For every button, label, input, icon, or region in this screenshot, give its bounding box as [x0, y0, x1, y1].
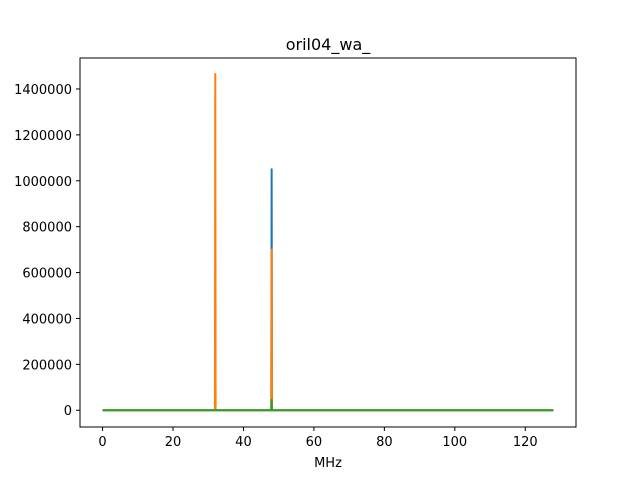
- x-tick-label: 80: [376, 435, 393, 450]
- y-tick-label: 600000: [22, 267, 72, 282]
- x-axis: 0 20 40 60 80 100 120: [98, 427, 538, 450]
- series-layer: [102, 73, 554, 412]
- x-tick-label: 100: [442, 435, 467, 450]
- x-tick-label: 120: [513, 435, 538, 450]
- y-tick-label: 1400000: [14, 83, 72, 98]
- x-axis-label: MHz: [314, 456, 342, 471]
- y-tick-label: 200000: [22, 358, 72, 373]
- series-line-3: [102, 398, 554, 412]
- y-tick-label: 1000000: [14, 175, 72, 190]
- plot-frame: [79, 57, 577, 428]
- y-tick-label: 800000: [22, 221, 72, 236]
- chart-title: oril04_wa_: [286, 35, 372, 55]
- plot-area: [79, 57, 577, 428]
- y-tick-label: 1200000: [14, 129, 72, 144]
- y-tick-label: 0: [64, 404, 72, 419]
- x-tick-label: 0: [98, 435, 106, 450]
- x-tick-label: 40: [235, 435, 252, 450]
- y-tick-label: 400000: [22, 312, 72, 327]
- x-tick-label: 20: [165, 435, 182, 450]
- x-tick-label: 60: [306, 435, 323, 450]
- y-axis: 0 200000 400000 600000 800000 1000000 1200000 1…: [14, 83, 80, 419]
